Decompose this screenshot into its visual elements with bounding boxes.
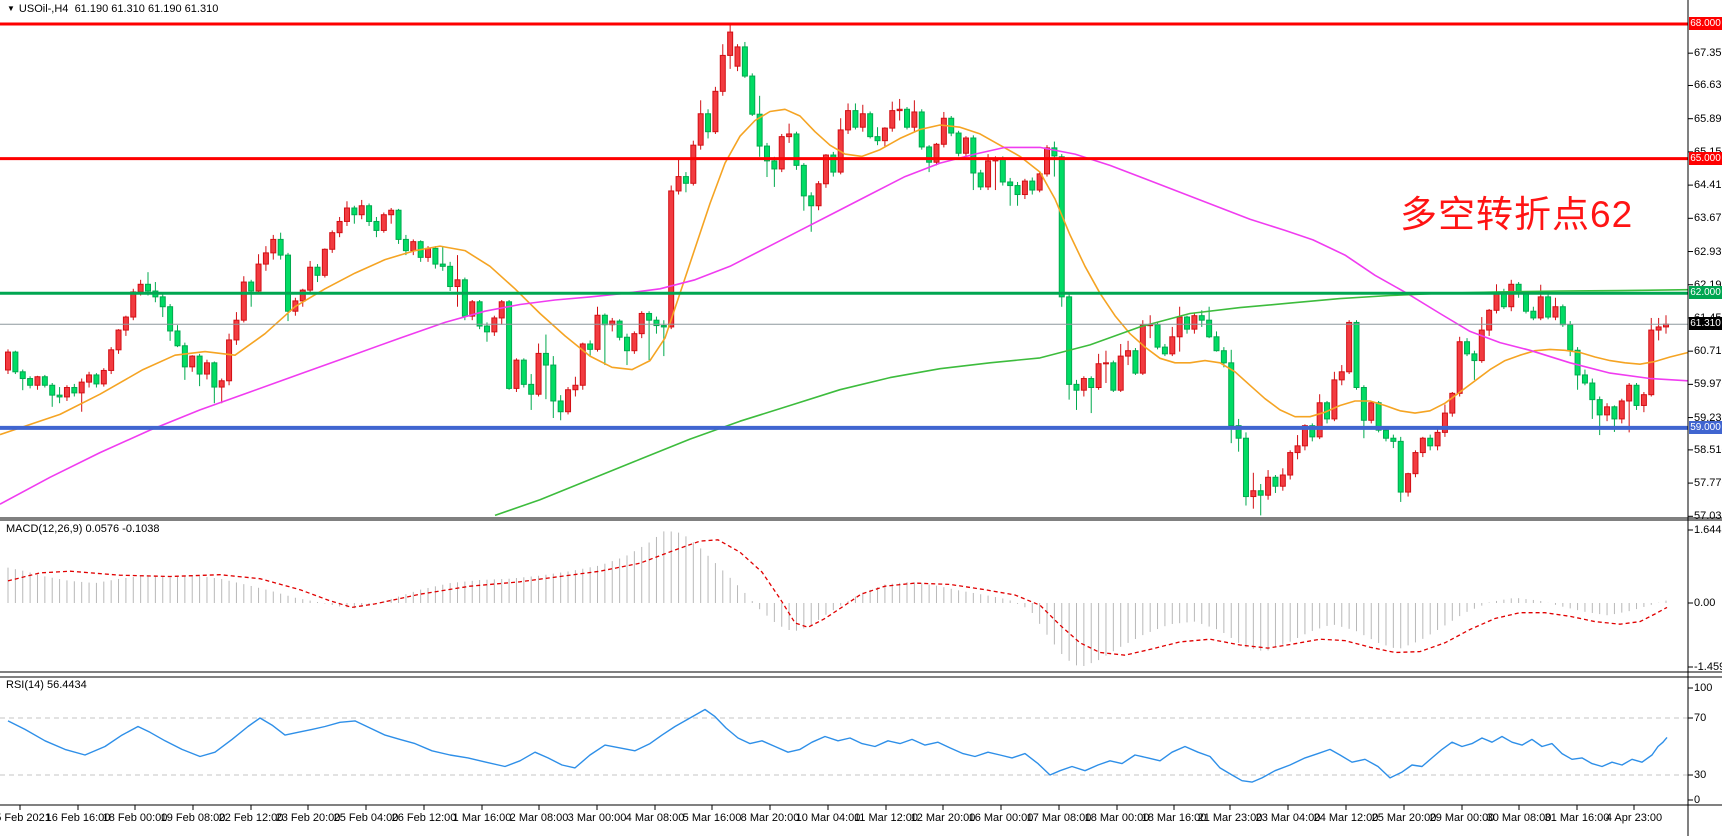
date-tick-label: 3 Mar 00:00 — [567, 812, 627, 824]
date-tick-label: 30 Mar 08:00 — [1486, 812, 1552, 824]
date-tick-label: 5 Mar 16:00 — [682, 812, 742, 824]
indicator-axis-label: 0 — [1694, 794, 1701, 806]
price-line-label: 61.310 — [1689, 317, 1722, 331]
date-tick-label: 23 Feb 20:00 — [275, 812, 341, 824]
price-tick-label: 66.630 — [1694, 79, 1722, 92]
date-tick-label: 22 Feb 12:00 — [218, 812, 284, 824]
date-tick-label: 8 Mar 20:00 — [740, 812, 800, 824]
chart-annotation-text: 多空转折点62 — [1400, 194, 1634, 235]
price-tick-label: 67.350 — [1694, 47, 1722, 60]
indicator-axis-label: 30 — [1694, 769, 1707, 781]
date-tick-label: 1 Mar 16:00 — [452, 812, 512, 824]
date-tick-label: 18 Mar 00:00 — [1084, 812, 1150, 824]
indicator-axis-label: 0.00 — [1694, 597, 1716, 609]
chevron-down-icon[interactable]: ▼ — [7, 4, 15, 13]
price-tick-label: 60.710 — [1694, 345, 1722, 358]
price-tick-label: 58.510 — [1694, 443, 1722, 456]
price-tick-label: 63.670 — [1694, 212, 1722, 225]
indicator-axis-label: 1.6446 — [1694, 524, 1722, 536]
chart-title: ▼ USOil-,H4 61.190 61.310 61.190 61.310 — [7, 3, 218, 16]
date-tick-label: 16 Mar 00:00 — [968, 812, 1034, 824]
price-tick-label: 57.030 — [1694, 510, 1722, 523]
date-tick-label: 23 Mar 04:00 — [1255, 812, 1321, 824]
date-tick-label: 16 Feb 16:00 — [45, 812, 111, 824]
indicator-axis-label: -1.4594 — [1694, 661, 1722, 673]
ma-fast-orange — [0, 108, 1689, 436]
price-line-label: 62.000 — [1689, 286, 1722, 300]
ohlc-quote-label: 61.190 61.310 61.190 61.310 — [74, 3, 219, 15]
ma-mid-magenta — [0, 146, 1689, 505]
rsi-indicator-label: RSI(14) 56.4434 — [6, 679, 87, 691]
date-tick-label: 2 Mar 08:00 — [509, 812, 569, 824]
date-tick-label: 11 Mar 12:00 — [853, 812, 919, 824]
date-tick-label: 25 Feb 04:00 — [333, 812, 399, 824]
price-tick-label: 59.230 — [1694, 411, 1722, 424]
symbol-period-label: USOil-,H4 — [18, 3, 69, 15]
price-line-label: 68.000 — [1689, 17, 1722, 30]
date-tick-label: 25 Mar 20:00 — [1371, 812, 1437, 824]
macd-indicator-label: MACD(12,26,9) 0.0576 -0.1038 — [6, 523, 160, 535]
date-tick-label: 29 Mar 00:00 — [1429, 812, 1495, 824]
date-tick-label: 31 Mar 16:00 — [1544, 812, 1610, 824]
price-tick-label: 65.890 — [1694, 112, 1722, 125]
date-tick-label: 4 Apr 23:00 — [1605, 812, 1663, 824]
date-tick-label: 24 Mar 12:00 — [1313, 812, 1379, 824]
price-tick-label: 59.970 — [1694, 378, 1722, 391]
date-tick-label: 19 Feb 08:00 — [160, 812, 226, 824]
price-tick-label: 57.770 — [1694, 477, 1722, 490]
price-tick-label: 62.930 — [1694, 245, 1722, 258]
date-tick-label: 18 Mar 16:00 — [1141, 812, 1207, 824]
indicator-axis-label: 100 — [1694, 682, 1713, 694]
date-tick-label: 26 Feb 12:00 — [391, 812, 457, 824]
date-tick-label: 17 Mar 08:00 — [1026, 812, 1092, 824]
date-tick-label: 12 Mar 20:00 — [910, 812, 976, 824]
date-tick-label: 15 Feb 2021 — [0, 812, 51, 824]
date-tick-label: 4 Mar 08:00 — [625, 812, 685, 824]
date-tick-label: 21 Mar 23:00 — [1197, 812, 1263, 824]
date-tick-label: 10 Mar 04:00 — [795, 812, 861, 824]
price-tick-label: 64.410 — [1694, 179, 1722, 192]
price-line-label: 59.000 — [1689, 420, 1722, 434]
date-tick-label: 18 Feb 00:00 — [102, 812, 168, 824]
price-line-label: 65.000 — [1689, 151, 1722, 165]
indicator-axis-label: 70 — [1694, 712, 1707, 724]
